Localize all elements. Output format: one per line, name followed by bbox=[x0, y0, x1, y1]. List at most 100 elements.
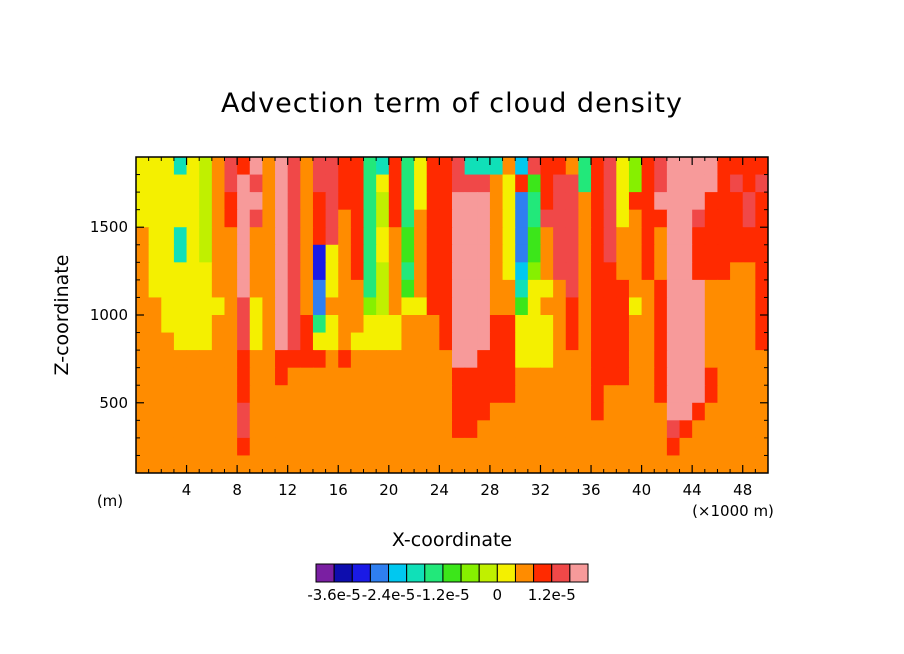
field-cell bbox=[275, 367, 289, 386]
field-cell bbox=[755, 350, 768, 369]
field-cell bbox=[502, 157, 516, 176]
field-cell bbox=[565, 174, 579, 193]
field-cell bbox=[527, 192, 542, 211]
field-cell bbox=[692, 192, 706, 211]
field-cell bbox=[477, 209, 491, 228]
field-cell bbox=[553, 367, 567, 386]
field-cell bbox=[679, 262, 693, 281]
field-cell bbox=[755, 437, 768, 457]
field-cell bbox=[262, 332, 276, 351]
field-cell bbox=[477, 402, 491, 421]
field-cell bbox=[325, 174, 339, 193]
field-cell bbox=[591, 157, 605, 176]
colorbar bbox=[315, 563, 589, 583]
field-cell bbox=[641, 227, 655, 246]
field-cell bbox=[452, 385, 466, 404]
field-cell bbox=[325, 350, 339, 369]
field-cell bbox=[666, 262, 681, 281]
field-cell bbox=[755, 455, 768, 473]
field-cell bbox=[717, 157, 731, 176]
y-tick-label: 1000 bbox=[90, 306, 128, 324]
field-cell bbox=[186, 174, 200, 193]
field-cell bbox=[464, 350, 478, 369]
field-cell bbox=[654, 244, 668, 263]
field-cell bbox=[527, 455, 542, 473]
field-cell bbox=[540, 227, 554, 246]
field-cell bbox=[553, 315, 567, 334]
field-cell bbox=[452, 262, 466, 281]
field-cell bbox=[300, 279, 314, 299]
field-cell bbox=[553, 227, 567, 246]
field-cell bbox=[136, 350, 150, 369]
field-cell bbox=[186, 420, 200, 439]
field-cell bbox=[376, 402, 390, 421]
field-cell bbox=[224, 209, 238, 228]
field-cell bbox=[350, 420, 365, 439]
field-cell bbox=[452, 227, 466, 246]
field-cell bbox=[730, 157, 744, 176]
field-cell bbox=[388, 279, 403, 299]
field-cell bbox=[628, 244, 643, 263]
field-cell bbox=[489, 402, 504, 421]
field-cell bbox=[148, 420, 162, 439]
field-cell bbox=[717, 174, 731, 193]
field-cell bbox=[300, 455, 314, 473]
field-cell bbox=[464, 402, 478, 421]
field-cell bbox=[704, 174, 719, 193]
field-cell bbox=[641, 385, 655, 404]
field-cell bbox=[224, 402, 238, 421]
field-cell bbox=[628, 437, 643, 457]
field-cell bbox=[654, 297, 668, 316]
field-cell bbox=[603, 385, 617, 404]
field-cell bbox=[211, 279, 226, 299]
field-cell bbox=[363, 350, 377, 369]
field-cell bbox=[287, 402, 301, 421]
field-cell bbox=[338, 455, 352, 473]
field-cell bbox=[325, 420, 339, 439]
field-cell bbox=[363, 332, 377, 351]
field-cell bbox=[237, 332, 251, 351]
y-axis-ticks: 500 1000 1500 bbox=[90, 174, 768, 456]
field-cell bbox=[742, 174, 756, 193]
field-cell bbox=[553, 332, 567, 351]
x-tick-label: 48 bbox=[733, 481, 752, 499]
field-cell bbox=[730, 279, 744, 299]
field-cell bbox=[527, 174, 542, 193]
field-cell bbox=[199, 402, 213, 421]
field-cell bbox=[338, 209, 352, 228]
field-cell bbox=[477, 437, 491, 457]
field-cell bbox=[388, 315, 403, 334]
field-cell bbox=[414, 315, 428, 334]
field-cell bbox=[401, 192, 415, 211]
field-cell bbox=[515, 244, 529, 263]
field-cell bbox=[540, 367, 554, 386]
field-cell bbox=[641, 420, 655, 439]
field-cell bbox=[616, 350, 630, 369]
field-cell bbox=[325, 402, 339, 421]
field-cell bbox=[173, 420, 188, 439]
field-cell bbox=[287, 367, 301, 386]
field-cell bbox=[136, 227, 150, 246]
field-cell bbox=[578, 279, 592, 299]
field-cell bbox=[199, 315, 213, 334]
field-cell bbox=[199, 209, 213, 228]
field-cell bbox=[730, 455, 744, 473]
field-cell bbox=[199, 174, 213, 193]
field-cell bbox=[755, 209, 768, 228]
field-cell bbox=[312, 192, 327, 211]
field-cell bbox=[136, 332, 150, 351]
field-cell bbox=[237, 437, 251, 457]
field-cell bbox=[363, 279, 377, 299]
field-cell bbox=[616, 402, 630, 421]
field-cell bbox=[565, 315, 579, 334]
field-cell bbox=[173, 227, 188, 246]
field-cell bbox=[591, 315, 605, 334]
field-cell bbox=[717, 227, 731, 246]
field-cell bbox=[275, 315, 289, 334]
field-cell bbox=[717, 279, 731, 299]
field-cell bbox=[287, 279, 301, 299]
field-cell bbox=[401, 332, 415, 351]
field-cell bbox=[350, 297, 365, 316]
field-cell bbox=[730, 367, 744, 386]
field-cell bbox=[452, 420, 466, 439]
